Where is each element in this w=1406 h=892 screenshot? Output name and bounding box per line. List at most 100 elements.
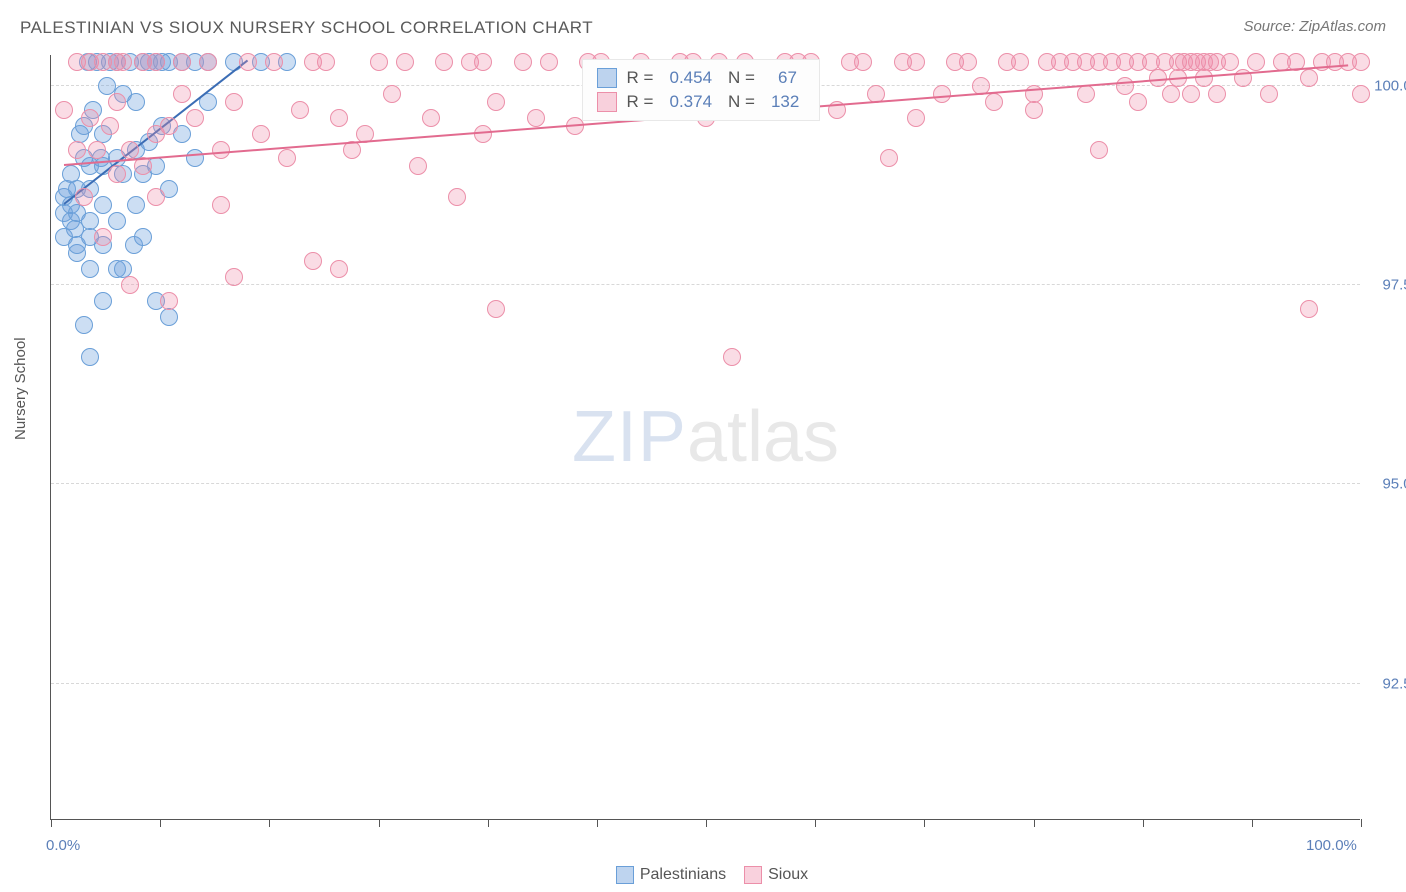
- data-point: [75, 188, 93, 206]
- data-point: [880, 149, 898, 167]
- data-point: [225, 93, 243, 111]
- x-tick: [1252, 819, 1253, 827]
- chart-header: PALESTINIAN VS SIOUX NURSERY SCHOOL CORR…: [20, 18, 1386, 48]
- data-point: [304, 252, 322, 270]
- data-point: [81, 260, 99, 278]
- data-point: [114, 53, 132, 71]
- stats-box: R = 0.454 N = 67R = 0.374 N = 132: [582, 59, 821, 121]
- n-label: N =: [728, 68, 755, 88]
- data-point: [933, 85, 951, 103]
- watermark-atlas: atlas: [687, 397, 839, 477]
- y-tick-label: 92.5%: [1382, 675, 1406, 692]
- data-point: [81, 212, 99, 230]
- n-label: N =: [728, 92, 755, 112]
- legend-swatch: [597, 68, 617, 88]
- data-point: [514, 53, 532, 71]
- data-point: [1208, 85, 1226, 103]
- data-point: [907, 53, 925, 71]
- r-label: R =: [627, 92, 654, 112]
- x-tick: [1034, 819, 1035, 827]
- data-point: [448, 188, 466, 206]
- legend-swatch: [616, 866, 634, 884]
- data-point: [278, 149, 296, 167]
- x-tick: [815, 819, 816, 827]
- x-tick: [488, 819, 489, 827]
- chart-title: PALESTINIAN VS SIOUX NURSERY SCHOOL CORR…: [20, 18, 593, 37]
- data-point: [160, 308, 178, 326]
- x-tick-label: 0.0%: [46, 837, 80, 854]
- data-point: [252, 125, 270, 143]
- plot-area: ZIPatlas 92.5%95.0%97.5%100.0%0.0%100.0%…: [50, 55, 1360, 820]
- legend: PalestiniansSioux: [0, 866, 1406, 884]
- r-value: 0.454: [663, 68, 718, 88]
- data-point: [487, 300, 505, 318]
- data-point: [55, 101, 73, 119]
- data-point: [68, 141, 86, 159]
- data-point: [1221, 53, 1239, 71]
- data-point: [160, 117, 178, 135]
- data-point: [527, 109, 545, 127]
- x-tick-label: 100.0%: [1306, 837, 1357, 854]
- data-point: [396, 53, 414, 71]
- data-point: [147, 53, 165, 71]
- data-point: [409, 157, 427, 175]
- data-point: [225, 268, 243, 286]
- data-point: [435, 53, 453, 71]
- data-point: [127, 196, 145, 214]
- x-tick: [597, 819, 598, 827]
- data-point: [212, 196, 230, 214]
- y-axis-label: Nursery School: [12, 337, 29, 440]
- data-point: [81, 348, 99, 366]
- data-point: [474, 53, 492, 71]
- y-tick-label: 95.0%: [1382, 476, 1406, 493]
- x-tick: [160, 819, 161, 827]
- n-value: 67: [765, 68, 803, 88]
- stats-row: R = 0.374 N = 132: [597, 90, 806, 114]
- x-tick: [269, 819, 270, 827]
- data-point: [1129, 93, 1147, 111]
- data-point: [291, 101, 309, 119]
- data-point: [121, 141, 139, 159]
- data-point: [540, 53, 558, 71]
- data-point: [487, 93, 505, 111]
- data-point: [186, 149, 204, 167]
- x-tick: [1361, 819, 1362, 827]
- data-point: [330, 109, 348, 127]
- data-point: [81, 109, 99, 127]
- watermark: ZIPatlas: [572, 396, 839, 478]
- legend-label: Sioux: [768, 866, 808, 883]
- data-point: [75, 316, 93, 334]
- data-point: [127, 93, 145, 111]
- data-point: [383, 85, 401, 103]
- data-point: [108, 165, 126, 183]
- gridline: [51, 284, 1360, 285]
- data-point: [854, 53, 872, 71]
- data-point: [94, 228, 112, 246]
- data-point: [1162, 85, 1180, 103]
- x-tick: [924, 819, 925, 827]
- data-point: [212, 141, 230, 159]
- n-value: 132: [765, 92, 805, 112]
- data-point: [173, 53, 191, 71]
- gridline: [51, 683, 1360, 684]
- data-point: [1025, 101, 1043, 119]
- x-tick: [706, 819, 707, 827]
- data-point: [94, 196, 112, 214]
- watermark-zip: ZIP: [572, 397, 687, 477]
- data-point: [959, 53, 977, 71]
- data-point: [1116, 77, 1134, 95]
- r-value: 0.374: [663, 92, 718, 112]
- data-point: [1352, 53, 1370, 71]
- data-point: [907, 109, 925, 127]
- data-point: [88, 141, 106, 159]
- gridline: [51, 483, 1360, 484]
- data-point: [160, 292, 178, 310]
- data-point: [1260, 85, 1278, 103]
- data-point: [94, 292, 112, 310]
- data-point: [1182, 85, 1200, 103]
- data-point: [723, 348, 741, 366]
- data-point: [108, 93, 126, 111]
- data-point: [985, 93, 1003, 111]
- x-tick: [51, 819, 52, 827]
- data-point: [1300, 300, 1318, 318]
